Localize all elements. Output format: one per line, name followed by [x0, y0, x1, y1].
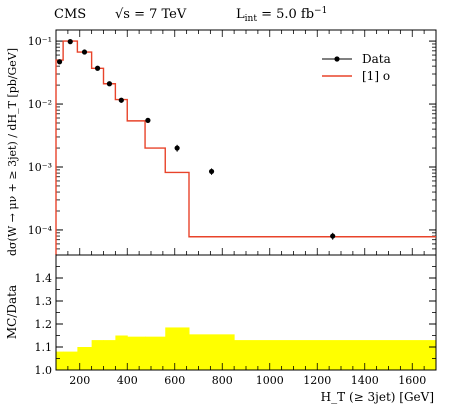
ratio-band: [56, 327, 437, 370]
ratio-band-bin: [145, 336, 166, 370]
main-y-ticks: 10⁻¹ 10⁻² 10⁻³ 10⁻⁴: [28, 35, 436, 256]
data-point: [118, 97, 124, 103]
ratio-y-tick-label: 1.3: [35, 295, 53, 308]
ratio-y-tick-label: 1.0: [35, 364, 53, 377]
main-panel: 10⁻¹ 10⁻² 10⁻³ 10⁻⁴ Data [1] o dσ(W → μν + …: [6, 29, 437, 256]
ratio-panel: 1.0 1.1 1.2 1.3 1.4 200 400 600 800 1000 1200 1400…: [5, 254, 437, 404]
ratio-band-bin: [115, 335, 128, 370]
ratio-x-tick-label: 1600: [398, 374, 426, 387]
header-experiment: CMS: [54, 7, 86, 22]
ratio-x-tick-label: 1200: [303, 374, 331, 387]
ratio-band-bin: [91, 340, 104, 370]
ratio-x-tick-label: 800: [212, 374, 233, 387]
legend-mc-label: [1] o: [362, 69, 390, 83]
header-lumi-value: = 5.0 fb: [257, 7, 314, 22]
ratio-band-bin: [189, 334, 235, 370]
ratio-y-tick-label: 1.1: [35, 341, 53, 354]
ratio-y-tick-label: 1.4: [35, 272, 53, 285]
main-y-tick-label: 10⁻³: [28, 161, 52, 174]
ratio-y-ticks: 1.0 1.1 1.2 1.3 1.4: [35, 266, 436, 377]
header-luminosity: Lint = 5.0 fb−1: [236, 6, 327, 24]
data-point: [67, 39, 73, 45]
main-y-tick-label: 10⁻⁴: [28, 224, 53, 237]
main-y-axis-label: dσ(W → μν + ≥ 3jet) / dH_T [pb/GeV]: [6, 48, 19, 256]
ratio-x-axis-label: H_T (≥ 3jet) [GeV]: [321, 390, 434, 404]
legend-data-label: Data: [362, 52, 391, 66]
data-point: [208, 168, 215, 175]
main-x-ticks: [55, 30, 437, 255]
ratio-x-tick-label: 1000: [256, 374, 284, 387]
ratio-band-bin: [234, 340, 437, 370]
header-energy: √s = 7 TeV: [115, 7, 187, 22]
ratio-x-ticks: 200 400 600 800 1000 1200 1400 1600: [55, 363, 437, 387]
main-y-tick-label: 10⁻²: [28, 98, 52, 111]
main-y-tick-label: 10⁻¹: [28, 35, 52, 48]
data-point: [174, 145, 180, 151]
header-lumi-sub: int: [245, 14, 258, 24]
ratio-x-tick-label: 600: [164, 374, 185, 387]
ratio-band-bin: [77, 347, 93, 370]
legend: Data [1] o: [322, 52, 391, 83]
data-point: [81, 49, 88, 55]
header-lumi-symbol: L: [236, 7, 245, 22]
data-point: [145, 117, 151, 123]
ratio-x-tick-label: 400: [117, 374, 138, 387]
legend-data-marker: [334, 56, 340, 62]
ratio-band-bin: [63, 351, 78, 370]
ratio-band-bin: [103, 340, 116, 370]
ratio-x-tick-label: 1400: [351, 374, 379, 387]
ratio-y-axis-label: MC/Data: [5, 285, 19, 339]
data-point: [330, 233, 336, 239]
data-points: [56, 39, 336, 240]
ratio-band-bin: [127, 336, 146, 370]
ratio-band-bin: [56, 351, 64, 370]
ratio-y-tick-label: 1.2: [35, 318, 53, 331]
data-point: [56, 59, 63, 65]
data-point: [106, 81, 113, 87]
ratio-x-tick-label: 200: [69, 374, 90, 387]
data-point: [94, 65, 101, 71]
ratio-band-bin: [165, 327, 190, 370]
header-lumi-sup: −1: [314, 6, 327, 16]
